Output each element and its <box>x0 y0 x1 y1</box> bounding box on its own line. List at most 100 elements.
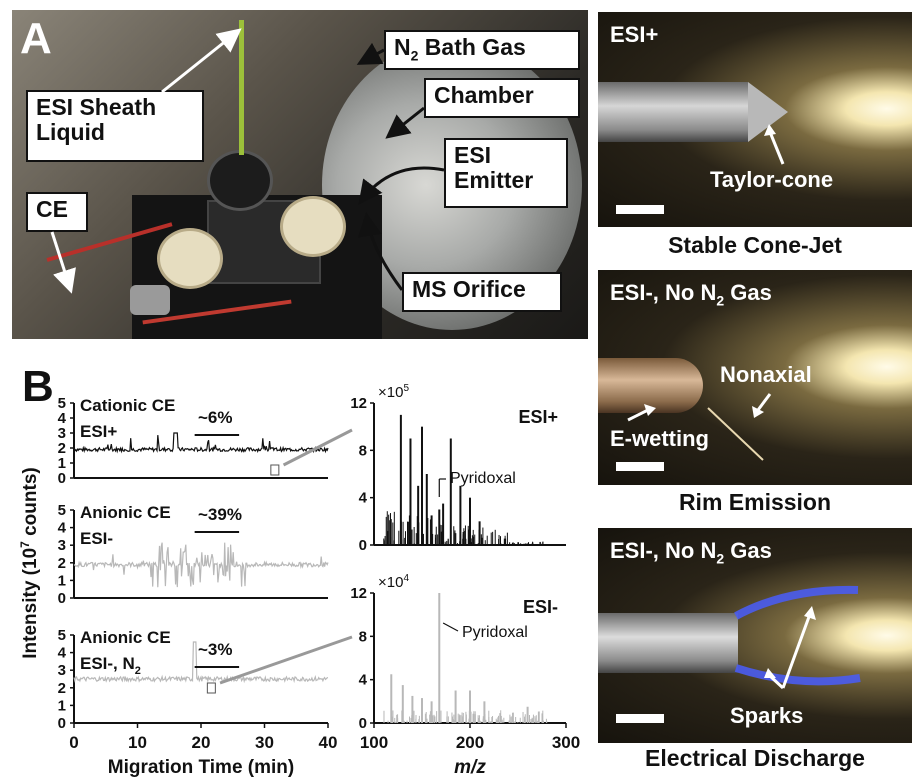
knob-left <box>157 228 223 289</box>
c3-mode-a: ESI-, No N <box>610 538 717 563</box>
time-xtick-label-0: 0 <box>69 733 78 752</box>
spec-ytick-label-1-1: 4 <box>359 672 368 689</box>
chamber-label: Chamber <box>434 82 534 108</box>
trace-ytick-label-2-1: 1 <box>58 697 66 714</box>
trace-label-line2-0: ESI+ <box>80 422 117 441</box>
trace-label-line1-0: Cationic CE <box>80 396 175 415</box>
trace-pct-2: ~3% <box>198 640 233 659</box>
trace-ytick-label-1-5: 5 <box>58 502 66 519</box>
ce-label: CE <box>36 196 68 222</box>
arrow-ce <box>50 231 76 294</box>
spec-ytick-label-1-3: 12 <box>350 585 367 602</box>
panel-a-photo: A N2 Bath Gas Chamber ESI Emitter MS Ori… <box>12 10 588 339</box>
esi-emitter-line2: Emitter <box>454 167 534 194</box>
connector-2 <box>219 635 353 685</box>
c3-sparks <box>734 585 861 690</box>
c2-annot-nonaxial: Nonaxial <box>720 362 812 387</box>
c3-annot: Sparks <box>730 703 804 728</box>
trace-ytick-label-2-5: 5 <box>58 627 66 644</box>
trace-label-sub-2: 2 <box>135 665 141 677</box>
scale-bar-3 <box>616 714 664 723</box>
trace-label-line1-1: Anionic CE <box>80 503 171 522</box>
panel-a-letter: A <box>20 14 52 63</box>
arrow-n2 <box>356 42 385 65</box>
callout-chamber: Chamber <box>424 78 580 118</box>
trace-pct-0: ~6% <box>198 408 233 427</box>
scale-bar-1 <box>616 205 664 214</box>
trace-ytick-label-1-1: 1 <box>58 572 66 589</box>
c2-mode: ESI-, No N2 Gas <box>610 280 772 308</box>
c1-arrow <box>764 124 785 165</box>
c1-caption: Stable Cone-Jet <box>668 232 842 258</box>
arrow-chamber <box>385 106 425 139</box>
mz-xtick-label-1: 200 <box>456 733 484 752</box>
c3-mode: ESI-, No N2 Gas <box>610 538 772 566</box>
spec-annot-line-1 <box>442 622 459 632</box>
n2-label: N <box>394 34 411 60</box>
arrow-orifice <box>357 212 404 291</box>
callout-esi-emitter: ESI Emitter <box>444 138 568 208</box>
c3-mode-sub: 2 <box>716 550 725 567</box>
trace-ytick-label-2-4: 4 <box>58 645 67 662</box>
c3-mode-b: Gas <box>724 538 772 563</box>
spec-ytick-label-0-2: 8 <box>359 442 367 459</box>
c2-mode-sub: 2 <box>716 292 725 309</box>
trace-ytick-label-1-4: 4 <box>58 520 67 537</box>
c2-caption: Rim Emission <box>678 489 832 515</box>
trace-ytick-label-2-3: 3 <box>58 662 66 679</box>
callout-ms-orifice: MS Orifice <box>402 272 562 312</box>
trace-ytick-label-0-5: 5 <box>58 395 66 412</box>
emitter-2 <box>598 358 703 413</box>
ylabel-end: counts) <box>20 467 41 541</box>
trace-ytick-label-2-0: 0 <box>58 715 66 732</box>
spec-ytick-label-0-0: 0 <box>359 537 367 554</box>
trace-ytick-label-0-1: 1 <box>58 455 66 472</box>
c3-caption: Electrical Discharge <box>645 745 865 771</box>
ylabel-sup: 7 <box>18 541 32 548</box>
time-xtick-label-2: 20 <box>192 733 211 752</box>
xlabel-mz: m/z <box>454 757 486 777</box>
trace-ytick-label-0-0: 0 <box>58 470 66 487</box>
c1-mode: ESI+ <box>610 22 659 47</box>
trace-label-line2-2: ESI-, N2 <box>80 654 141 677</box>
spec-annotation-1: Pyridoxal <box>462 624 528 641</box>
trace-ytick-label-0-3: 3 <box>58 425 66 442</box>
emitter-1 <box>598 82 748 142</box>
callout-ce: CE <box>26 192 88 232</box>
panel-b-letter: B <box>22 362 54 411</box>
n2-sub: 2 <box>410 47 419 64</box>
trace-line-0 <box>73 432 329 454</box>
trace-pct-1: ~39% <box>198 505 242 524</box>
spec-ytick-label-1-2: 8 <box>359 628 367 645</box>
panel-c-photo-3: ESI-, No N2 Gas Sparks <box>598 528 912 743</box>
sheath-capillary <box>239 20 244 155</box>
panel-c-photo-2: ESI-, No N2 Gas Nonaxial E-wetting <box>598 270 912 485</box>
trace-ytick-label-1-0: 0 <box>58 590 66 607</box>
panel-a-arrows <box>50 28 445 294</box>
panel-c-photo-1: ESI+ Taylor-cone <box>598 12 912 227</box>
spec-exponent-0: ×105 <box>378 383 409 401</box>
c2-annot-ewetting: E-wetting <box>610 426 709 451</box>
emitter-3 <box>598 613 738 673</box>
c2-mode-a: ESI-, No N <box>610 280 717 305</box>
zoom-box-2 <box>206 682 216 694</box>
trace-ytick-label-0-4: 4 <box>58 410 67 427</box>
time-xtick-label-4: 40 <box>319 733 338 752</box>
trace-ytick-label-1-2: 2 <box>58 555 66 572</box>
time-xtick-label-3: 30 <box>255 733 274 752</box>
spec-exponent-sup-1: 4 <box>403 573 409 584</box>
trace-line-2 <box>73 641 329 684</box>
mz-xtick-label-2: 300 <box>552 733 580 752</box>
ylabel-intensity: Intensity (107 counts) <box>18 467 41 658</box>
clamp <box>130 285 170 315</box>
spec-mode-1: ESI- <box>523 597 558 617</box>
knob-top <box>207 150 273 211</box>
callout-n2-bath-gas: N2 Bath Gas <box>384 30 580 70</box>
sheath-line2: Liquid <box>36 119 105 146</box>
spec-ytick-label-0-3: 12 <box>350 395 367 412</box>
sheath-line1: ESI Sheath <box>36 94 157 120</box>
zoom-box-1 <box>270 464 280 476</box>
xlabel-time: Migration Time (min) <box>108 757 294 777</box>
mz-xtick-label-0: 100 <box>360 733 388 752</box>
